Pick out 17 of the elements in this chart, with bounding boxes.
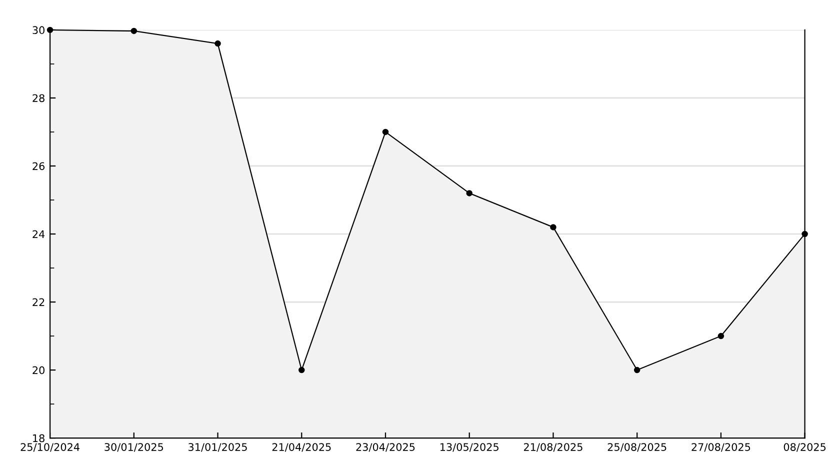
x-tick-label: 25/10/2024 bbox=[20, 443, 80, 452]
x-tick-label: 08/2025 bbox=[784, 443, 826, 452]
x-tick-label: 30/01/2025 bbox=[104, 443, 164, 452]
x-tick-label: 27/08/2025 bbox=[692, 443, 750, 452]
x-tick-label: 13/05/2025 bbox=[440, 443, 498, 452]
y-tick-label: 28 bbox=[32, 94, 44, 102]
x-tick-label: 31/01/2025 bbox=[188, 443, 247, 452]
x-tick-label: 21/04/2025 bbox=[272, 443, 331, 452]
y-tick-label: 24 bbox=[32, 230, 45, 238]
x-tick-label: 23/04/2025 bbox=[356, 443, 415, 452]
x-tick-label: 25/08/2025 bbox=[608, 443, 666, 452]
x-tick-label: 21/08/2025 bbox=[524, 443, 582, 452]
y-tick-label: 20 bbox=[32, 366, 44, 374]
y-tick-label: 26 bbox=[32, 162, 45, 170]
y-tick-label: 22 bbox=[32, 298, 44, 306]
y-tick-label: 18 bbox=[33, 434, 44, 442]
y-tick-label: 30 bbox=[32, 26, 44, 34]
